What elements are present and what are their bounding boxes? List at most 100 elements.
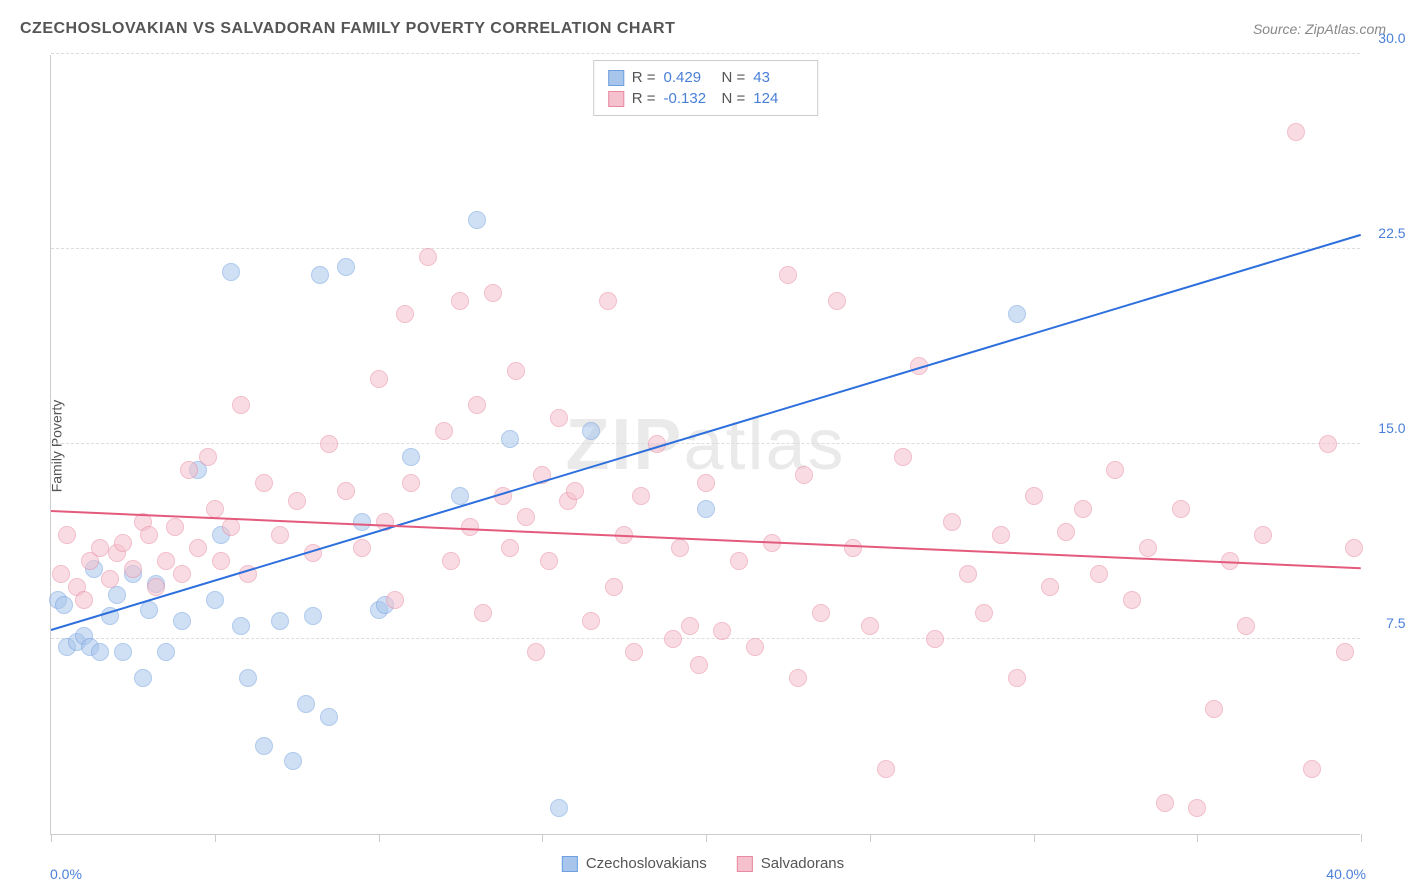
data-point [517, 508, 535, 526]
data-point [297, 695, 315, 713]
data-point [550, 799, 568, 817]
data-point [396, 305, 414, 323]
data-point [926, 630, 944, 648]
data-point [1205, 700, 1223, 718]
data-point [320, 708, 338, 726]
data-point [1090, 565, 1108, 583]
data-point [222, 518, 240, 536]
scatter-chart: ZIPatlas R =0.429N =43R =-0.132N =124 7.… [50, 55, 1360, 835]
legend-label: Salvadorans [761, 855, 844, 872]
data-point [779, 266, 797, 284]
data-point [206, 591, 224, 609]
legend-swatch [608, 91, 624, 107]
data-point [101, 570, 119, 588]
x-tick [706, 834, 707, 842]
data-point [255, 737, 273, 755]
stats-row: R =0.429N =43 [608, 67, 804, 88]
data-point [337, 482, 355, 500]
trendline [51, 234, 1362, 631]
data-point [55, 596, 73, 614]
data-point [959, 565, 977, 583]
data-point [681, 617, 699, 635]
data-point [173, 565, 191, 583]
data-point [697, 500, 715, 518]
x-tick [870, 834, 871, 842]
data-point [582, 422, 600, 440]
data-point [1336, 643, 1354, 661]
data-point [52, 565, 70, 583]
data-point [1172, 500, 1190, 518]
data-point [1139, 539, 1157, 557]
data-point [1188, 799, 1206, 817]
x-axis-max-label: 40.0% [1326, 866, 1366, 882]
legend-swatch [562, 856, 578, 872]
data-point [468, 211, 486, 229]
gridline [51, 248, 1360, 249]
data-point [353, 513, 371, 531]
data-point [992, 526, 1010, 544]
x-axis-min-label: 0.0% [50, 866, 82, 882]
data-point [320, 435, 338, 453]
data-point [212, 552, 230, 570]
data-point [402, 448, 420, 466]
data-point [527, 643, 545, 661]
data-point [255, 474, 273, 492]
data-point [75, 591, 93, 609]
x-tick [51, 834, 52, 842]
data-point [1057, 523, 1075, 541]
data-point [91, 643, 109, 661]
data-point [442, 552, 460, 570]
data-point [386, 591, 404, 609]
data-point [1041, 578, 1059, 596]
data-point [124, 560, 142, 578]
data-point [1303, 760, 1321, 778]
data-point [166, 518, 184, 536]
stats-row: R =-0.132N =124 [608, 88, 804, 109]
gridline [51, 53, 1360, 54]
gridline [51, 638, 1360, 639]
y-tick-label: 7.5% [1386, 615, 1406, 631]
data-point [468, 396, 486, 414]
data-point [795, 466, 813, 484]
data-point [134, 669, 152, 687]
data-point [605, 578, 623, 596]
x-tick [1361, 834, 1362, 842]
data-point [828, 292, 846, 310]
data-point [1106, 461, 1124, 479]
data-point [189, 539, 207, 557]
data-point [550, 409, 568, 427]
data-point [1156, 794, 1174, 812]
data-point [877, 760, 895, 778]
legend-label: Czechoslovakians [586, 855, 707, 872]
data-point [474, 604, 492, 622]
data-point [206, 500, 224, 518]
data-point [284, 752, 302, 770]
data-point [664, 630, 682, 648]
y-tick-label: 15.0% [1378, 420, 1406, 436]
data-point [599, 292, 617, 310]
data-point [540, 552, 558, 570]
data-point [451, 292, 469, 310]
data-point [812, 604, 830, 622]
data-point [671, 539, 689, 557]
data-point [697, 474, 715, 492]
data-point [861, 617, 879, 635]
data-point [108, 586, 126, 604]
data-point [1345, 539, 1363, 557]
stats-box: R =0.429N =43R =-0.132N =124 [593, 60, 819, 116]
data-point [507, 362, 525, 380]
data-point [180, 461, 198, 479]
data-point [566, 482, 584, 500]
data-point [746, 638, 764, 656]
data-point [844, 539, 862, 557]
data-point [1008, 669, 1026, 687]
data-point [114, 534, 132, 552]
data-point [402, 474, 420, 492]
data-point [1074, 500, 1092, 518]
data-point [713, 622, 731, 640]
data-point [304, 607, 322, 625]
page-title: CZECHOSLOVAKIAN VS SALVADORAN FAMILY POV… [20, 20, 675, 38]
x-tick [542, 834, 543, 842]
x-tick [1034, 834, 1035, 842]
data-point [271, 612, 289, 630]
